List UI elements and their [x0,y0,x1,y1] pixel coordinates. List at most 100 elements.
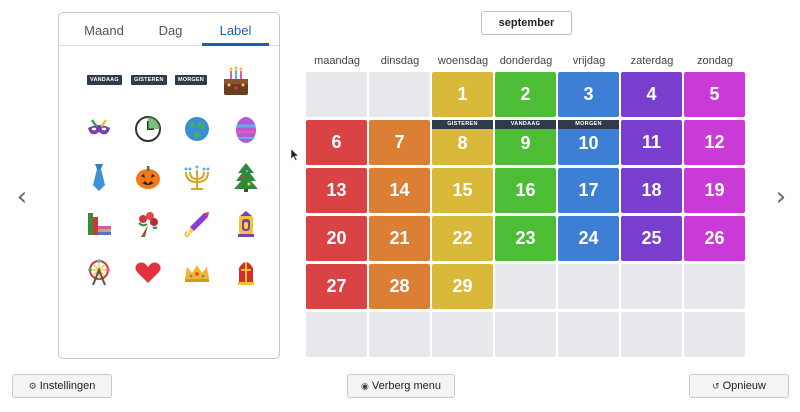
lantern-icon[interactable] [226,204,266,244]
calendar-empty-cell[interactable] [432,312,493,357]
chip-morgen[interactable]: MORGEN [175,75,207,85]
sticker-row [79,204,269,244]
calendar-day-5[interactable]: 5 [684,72,745,117]
calendar-day-7[interactable]: 7 [369,120,430,165]
christmas-tree-icon[interactable] [226,157,266,197]
calendar-empty-cell[interactable] [369,312,430,357]
calendar-empty-cell[interactable] [558,312,619,357]
ferris-wheel-icon[interactable] [79,252,119,292]
weekday-donderdag: donderdag [499,55,553,67]
calendar-day-12[interactable]: 12 [684,120,745,165]
calendar-empty-cell[interactable] [495,264,556,309]
sticker-row [79,157,269,197]
tab-label[interactable]: Label [202,13,269,46]
calendar-day-10[interactable]: MORGEN 10 [558,120,619,165]
day-number: 1 [457,84,468,104]
hide-menu-button[interactable]: ◉ Verberg menu [347,374,455,398]
flower-bouquet-icon[interactable] [128,204,168,244]
calendar-empty-cell[interactable] [495,312,556,357]
calendar-day-2[interactable]: 2 [495,72,556,117]
day-number: 11 [641,132,662,152]
day-number: 23 [515,228,536,248]
day-label: MORGEN [558,120,619,129]
month-title: september [481,11,572,35]
calendar-empty-cell[interactable] [621,312,682,357]
calendar-day-24[interactable]: 24 [558,216,619,261]
day-number: 29 [452,276,473,296]
books-icon[interactable] [79,204,119,244]
calendar-day-23[interactable]: 23 [495,216,556,261]
calendar-day-13[interactable]: 13 [306,168,367,213]
day-number: 20 [326,228,347,248]
next-month-arrow-icon[interactable]: › [775,182,787,212]
day-label: GISTEREN [432,120,493,129]
firework-rocket-icon[interactable] [177,204,217,244]
calendar-empty-cell[interactable] [306,312,367,357]
restart-button[interactable]: ↺ Opnieuw [689,374,789,398]
calendar-day-3[interactable]: 3 [558,72,619,117]
birthday-cake-icon[interactable] [216,61,256,101]
chip-gisteren[interactable]: GISTEREN [131,75,167,85]
calendar-day-18[interactable]: 18 [621,168,682,213]
earth-globe-icon[interactable] [177,109,217,149]
calendar-day-16[interactable]: 16 [495,168,556,213]
carnival-mask-icon[interactable] [79,109,119,149]
calendar-day-11[interactable]: 11 [621,120,682,165]
menorah-icon[interactable] [177,157,217,197]
day-number: 24 [578,228,599,248]
calendar-empty-cell[interactable] [369,72,430,117]
calendar-day-29[interactable]: 29 [432,264,493,309]
calendar-empty-cell[interactable] [558,264,619,309]
calendar-empty-cell[interactable] [306,72,367,117]
calendar-day-14[interactable]: 14 [369,168,430,213]
day-number: 2 [520,84,531,104]
day-number: 27 [326,276,347,296]
sticker-row [79,109,269,149]
previous-month-arrow-icon[interactable]: ‹ [16,182,28,212]
day-number: 7 [394,132,405,152]
panel-tabs: Maand Dag Label [59,13,279,46]
day-number: 21 [389,228,410,248]
calendar-day-8[interactable]: GISTEREN 8 [432,120,493,165]
calendar-day-27[interactable]: 27 [306,264,367,309]
tab-maand[interactable]: Maand [84,23,124,38]
calendar-day-15[interactable]: 15 [432,168,493,213]
calendar-day-17[interactable]: 17 [558,168,619,213]
calendar-empty-cell[interactable] [684,264,745,309]
easter-egg-icon[interactable] [226,109,266,149]
sinterklaas-mitre-icon[interactable] [226,252,266,292]
calendar-day-4[interactable]: 4 [621,72,682,117]
calendar-day-26[interactable]: 26 [684,216,745,261]
tab-dag[interactable]: Dag [158,23,183,38]
weekday-zondag: zondag [696,55,734,67]
necktie-icon[interactable] [79,157,119,197]
day-number: 15 [452,180,473,200]
day-number: 9 [520,133,531,153]
day-number: 6 [331,132,342,152]
calendar-day-9[interactable]: VANDAAG 9 [495,120,556,165]
gear-icon: ⚙ [28,382,37,392]
calendar-day-28[interactable]: 28 [369,264,430,309]
calendar-day-22[interactable]: 22 [432,216,493,261]
crown-icon[interactable] [177,252,217,292]
calendar-day-19[interactable]: 19 [684,168,745,213]
calendar-day-20[interactable]: 20 [306,216,367,261]
day-number: 25 [641,228,662,248]
calendar-day-6[interactable]: 6 [306,120,367,165]
day-number: 18 [641,180,662,200]
chip-vandaag[interactable]: VANDAAG [87,75,122,85]
calendar-day-21[interactable]: 21 [369,216,430,261]
calendar-day-1[interactable]: 1 [432,72,493,117]
calendar-day-25[interactable]: 25 [621,216,682,261]
clock-icon[interactable] [128,109,168,149]
jack-o-lantern-icon[interactable] [128,157,168,197]
settings-button[interactable]: ⚙ Instellingen [12,374,112,398]
sticker-row [79,252,269,292]
calendar-empty-cell[interactable] [684,312,745,357]
day-number: 16 [515,180,536,200]
day-number: 28 [389,276,410,296]
refresh-icon: ↺ [712,382,720,392]
heart-icon[interactable] [128,252,168,292]
calendar-empty-cell[interactable] [621,264,682,309]
day-number: 12 [704,132,725,152]
